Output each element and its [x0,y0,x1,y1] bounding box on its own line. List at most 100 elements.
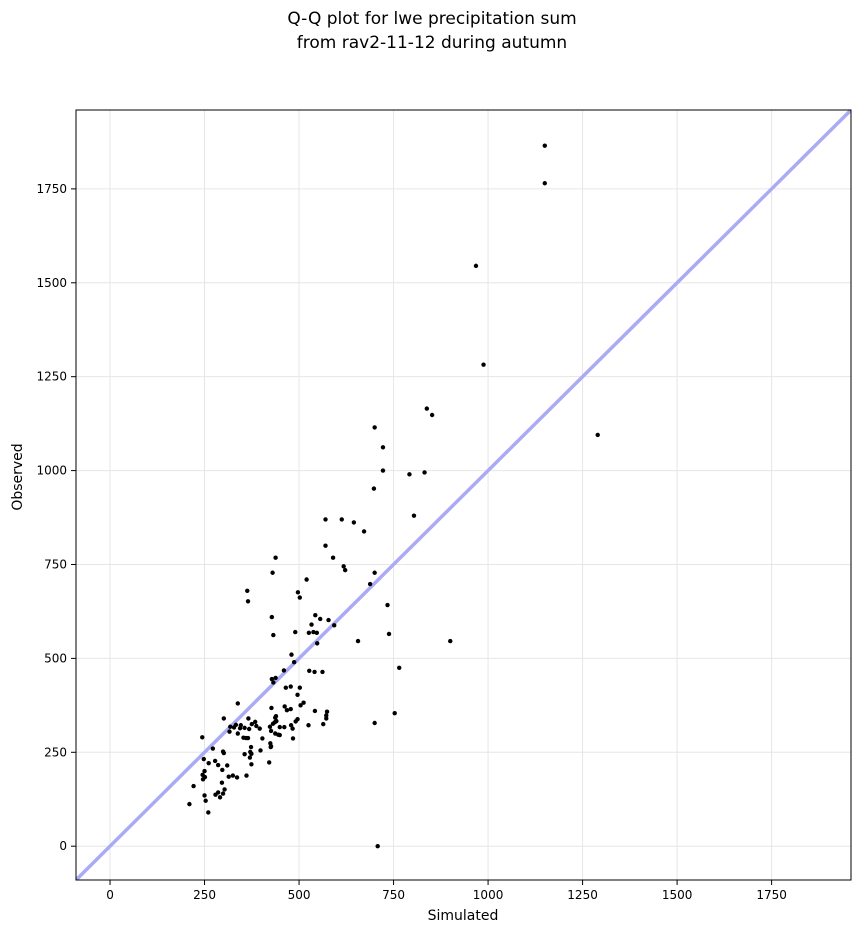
data-point [332,623,337,628]
data-point [222,787,227,792]
data-point [277,724,282,730]
data-point [326,617,331,623]
data-point [267,724,273,729]
data-point [314,641,320,646]
data-point [386,631,392,637]
data-point [268,744,273,750]
data-point [271,632,276,638]
data-point [247,755,253,760]
data-point [372,425,377,430]
data-point [375,843,380,849]
data-point [201,756,206,762]
data-point [323,517,328,522]
data-point [245,599,251,604]
data-point [422,470,427,475]
data-point [273,555,278,560]
data-point [429,412,435,418]
data-point [372,720,377,726]
data-point [221,750,227,756]
data-point [230,773,236,778]
data-point [288,706,293,712]
data-point [272,720,278,725]
data-point [200,735,205,740]
data-point [228,724,233,729]
data-point [424,406,430,411]
data-point [314,630,320,636]
data-point [268,728,274,734]
data-point [235,701,241,706]
data-point [282,704,287,709]
data-point [355,638,361,644]
data-point [301,700,306,705]
data-point [341,564,346,569]
y-tick-label: 1000 [36,464,67,478]
data-point [307,668,312,673]
data-point [595,432,600,438]
data-point [306,723,311,728]
data-point [448,638,453,644]
data-point [291,659,297,665]
data-point [270,570,275,575]
plot-frame [75,109,852,881]
data-point [206,810,211,815]
data-point [283,685,289,690]
data-point [407,472,412,477]
data-point [200,777,206,782]
data-point [306,630,312,636]
data-point [210,746,216,751]
data-point [249,762,254,767]
data-point [290,726,295,731]
data-point [542,143,547,148]
data-point [246,716,251,721]
data-point [238,723,244,728]
data-point [244,773,249,778]
data-point [318,616,323,622]
data-point [309,622,314,627]
y-tick-label: 500 [44,651,67,665]
data-point [269,705,274,711]
data-point [330,555,336,560]
data-point [215,762,221,768]
data-point [235,731,241,736]
data-point [212,758,218,764]
data-point [187,801,192,807]
data-point [246,726,252,732]
data-point [380,468,386,473]
x-tick-label: 0 [106,888,114,902]
data-point [249,751,254,756]
y-tick-label: 1500 [36,276,67,290]
data-point [245,735,251,741]
data-point [312,708,318,714]
y-axis-label: Observed [10,443,26,510]
x-tick-label: 1000 [473,888,504,902]
data-point [242,725,247,731]
data-point [277,732,282,738]
data-point [254,723,259,729]
y-tick-label: 0 [59,839,67,853]
data-point [269,614,275,620]
plot-area: 0 250 500 750 1000 1250 1500 1750 0 250 500 750 1000… [36,109,852,902]
data-point [266,760,272,765]
data-point [220,767,225,773]
data-point [219,780,225,785]
x-axis-label: Simulated [428,908,499,924]
data-point [281,668,287,673]
data-point [202,793,207,798]
y-tick-label: 250 [44,745,67,759]
data-point [323,543,328,548]
data-point [260,736,265,741]
data-point [293,629,298,635]
x-tick-label: 250 [193,888,216,902]
data-point [473,263,479,269]
data-point [191,783,196,789]
data-point [206,760,211,766]
data-point [249,721,254,727]
y-tick-label: 750 [44,557,67,571]
data-point [288,723,294,728]
data-point [202,768,207,774]
data-point [242,751,247,757]
data-point [351,520,357,525]
data-point [297,685,303,690]
data-point [481,362,486,367]
data-point [273,675,278,681]
